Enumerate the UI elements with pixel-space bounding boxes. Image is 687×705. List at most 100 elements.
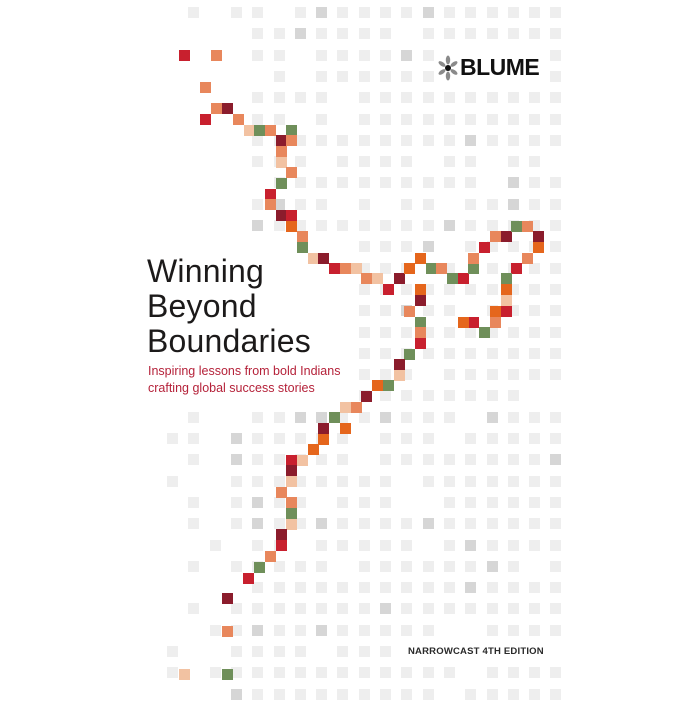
grid-square [486, 667, 498, 679]
path-square [286, 497, 297, 508]
grid-square [443, 92, 455, 104]
grid-square [188, 496, 200, 508]
grid-square [422, 667, 434, 679]
grid-square [316, 49, 328, 61]
grid-square [486, 390, 498, 402]
grid-square [401, 390, 413, 402]
grid-square [486, 283, 498, 295]
grid-square [507, 411, 519, 423]
grid-square [294, 624, 306, 636]
grid-square [358, 113, 370, 125]
grid-square [252, 475, 264, 487]
grid-square [529, 433, 541, 444]
grid-square [507, 177, 519, 189]
path-square [286, 519, 297, 530]
grid-square [294, 28, 306, 40]
grid-square [316, 582, 328, 594]
path-square [490, 231, 501, 242]
title-line: Beyond [147, 288, 257, 324]
grid-square [380, 646, 391, 657]
grid-square [550, 347, 562, 359]
grid-square [507, 560, 519, 572]
grid-square [273, 582, 285, 594]
grid-square [401, 156, 413, 168]
grid-square [358, 92, 370, 104]
grid-square [358, 49, 370, 61]
grid-square [337, 49, 349, 61]
grid-square [230, 518, 242, 530]
path-square [340, 263, 351, 274]
grid-square [337, 603, 349, 615]
path-square [254, 562, 265, 573]
grid-square [230, 475, 242, 487]
grid-square [507, 134, 519, 146]
grid-square [294, 496, 306, 508]
path-square [211, 50, 222, 61]
grid-square [401, 177, 413, 189]
grid-square [443, 603, 455, 615]
grid-square [529, 411, 541, 423]
path-square [372, 273, 383, 284]
grid-square [507, 369, 519, 381]
grid-square [316, 134, 328, 146]
path-square [415, 253, 426, 264]
grid-square [507, 156, 519, 168]
grid-square [550, 496, 562, 508]
grid-square [401, 7, 413, 18]
grid-square [316, 688, 328, 700]
grid-square [443, 496, 455, 508]
grid-square [316, 28, 328, 40]
path-square [404, 349, 415, 360]
grid-square [273, 113, 285, 125]
grid-square [294, 177, 306, 189]
grid-square [401, 113, 413, 125]
path-square [308, 253, 319, 264]
grid-square [380, 496, 391, 508]
grid-square [529, 220, 541, 231]
grid-square [550, 369, 562, 381]
grid-square [550, 603, 562, 615]
grid-square [443, 667, 455, 679]
grid-square [252, 156, 264, 168]
grid-square [550, 220, 562, 231]
path-square [286, 508, 297, 519]
grid-square [529, 134, 541, 146]
grid-square [507, 283, 519, 295]
grid-square [337, 646, 349, 657]
grid-square [465, 603, 477, 615]
grid-square [529, 688, 541, 700]
path-square [415, 295, 426, 306]
grid-square [465, 347, 477, 359]
grid-square [358, 603, 370, 615]
grid-square [529, 496, 541, 508]
grid-square [486, 518, 498, 530]
grid-square [380, 262, 391, 274]
grid-square [422, 198, 434, 210]
path-square [490, 317, 501, 328]
grid-square [358, 7, 370, 18]
grid-square [401, 688, 413, 700]
grid-square [422, 113, 434, 125]
grid-square [252, 7, 264, 18]
path-square [222, 626, 233, 637]
grid-square [188, 433, 200, 444]
grid-square [550, 688, 562, 700]
grid-square [465, 7, 477, 18]
grid-square [401, 667, 413, 679]
grid-square [337, 475, 349, 487]
grid-square [230, 7, 242, 18]
grid-square [529, 283, 541, 295]
path-square [415, 317, 426, 328]
grid-square [529, 28, 541, 40]
grid-square [465, 198, 477, 210]
logo-wordmark: BLUME [460, 54, 540, 80]
grid-square [422, 241, 434, 253]
grid-square [507, 113, 519, 125]
grid-square [550, 49, 562, 61]
grid-square [507, 582, 519, 594]
path-square [276, 135, 287, 146]
grid-square [401, 92, 413, 104]
grid-square [443, 177, 455, 189]
grid-square [465, 220, 477, 231]
